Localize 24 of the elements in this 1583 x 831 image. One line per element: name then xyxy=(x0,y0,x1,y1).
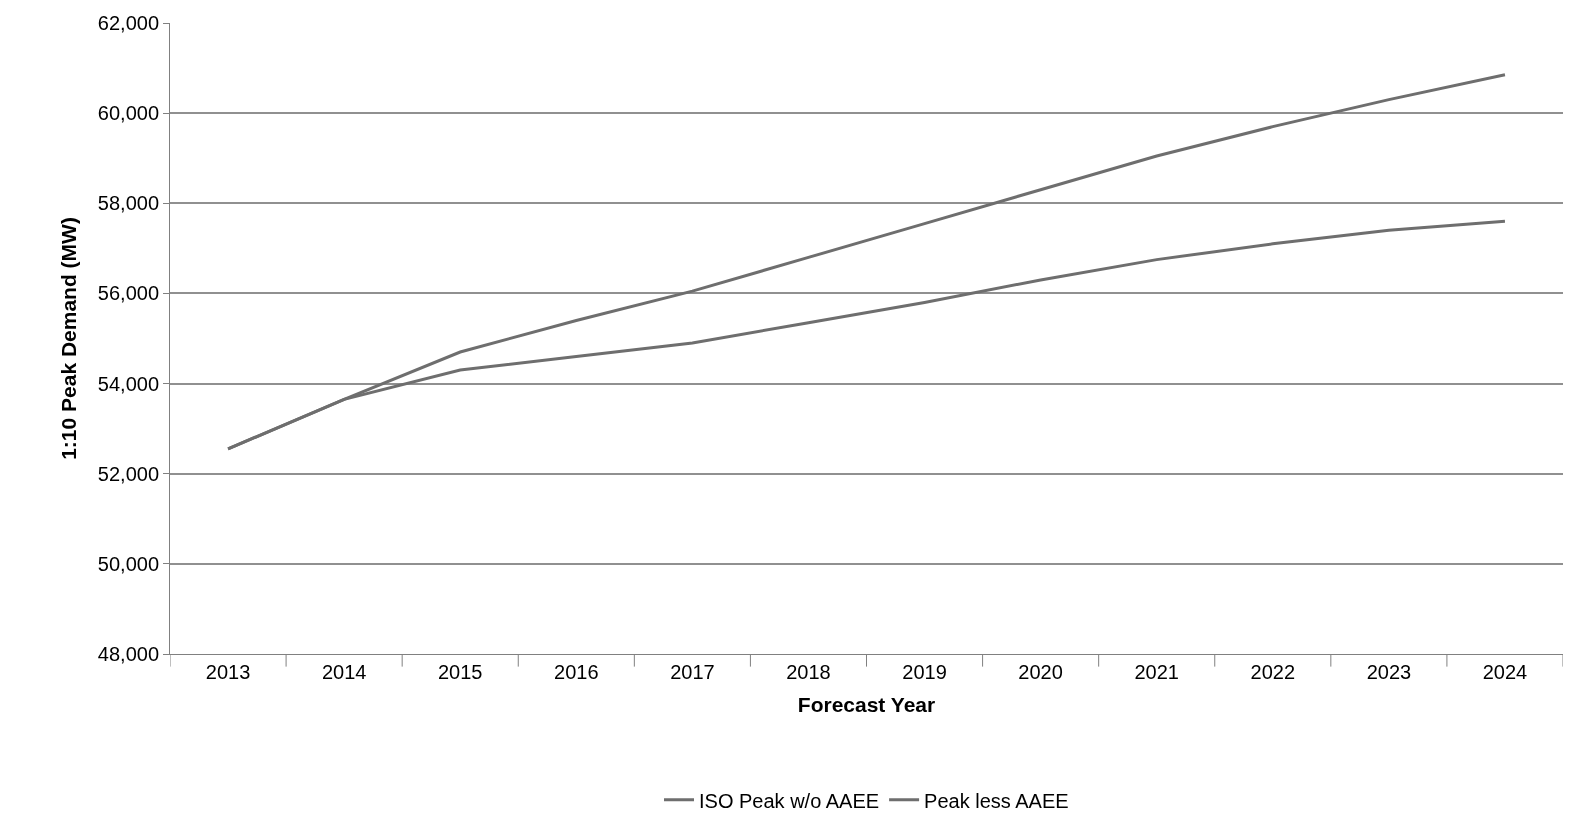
x-tick-label: 2015 xyxy=(437,661,483,683)
legend-label: Peak less AAEE xyxy=(924,789,1069,812)
x-tick-label: 2024 xyxy=(1482,661,1528,683)
x-tick-label: 2022 xyxy=(1250,661,1296,683)
x-tick-label: 2017 xyxy=(670,661,715,683)
x-axis-title: Forecast Year xyxy=(797,693,936,717)
x-tick-label: 2016 xyxy=(554,661,599,683)
x-tick-label: 2021 xyxy=(1134,661,1179,683)
x-tick-label: 2013 xyxy=(205,661,251,683)
x-tick-label: 2020 xyxy=(1018,661,1063,683)
y-axis-title: 1:10 Peak Demand (MW) xyxy=(56,217,80,460)
x-tick-label: 2023 xyxy=(1366,661,1412,683)
y-tick-label: 54,000 xyxy=(97,372,159,395)
y-tick-label: 58,000 xyxy=(97,192,159,215)
y-tick-label: 62,000 xyxy=(97,12,159,34)
y-tick-label: 48,000 xyxy=(97,643,159,665)
y-tick-label: 52,000 xyxy=(97,462,159,485)
x-tick-label: 2014 xyxy=(321,661,367,683)
x-tick-label: 2018 xyxy=(786,661,831,683)
legend-label: ISO Peak w/o AAEE xyxy=(699,789,880,812)
y-tick-label: 60,000 xyxy=(97,102,159,125)
y-tick-label: 56,000 xyxy=(97,282,159,305)
x-tick-label: 2019 xyxy=(902,661,947,683)
y-tick-label: 50,000 xyxy=(97,552,159,575)
